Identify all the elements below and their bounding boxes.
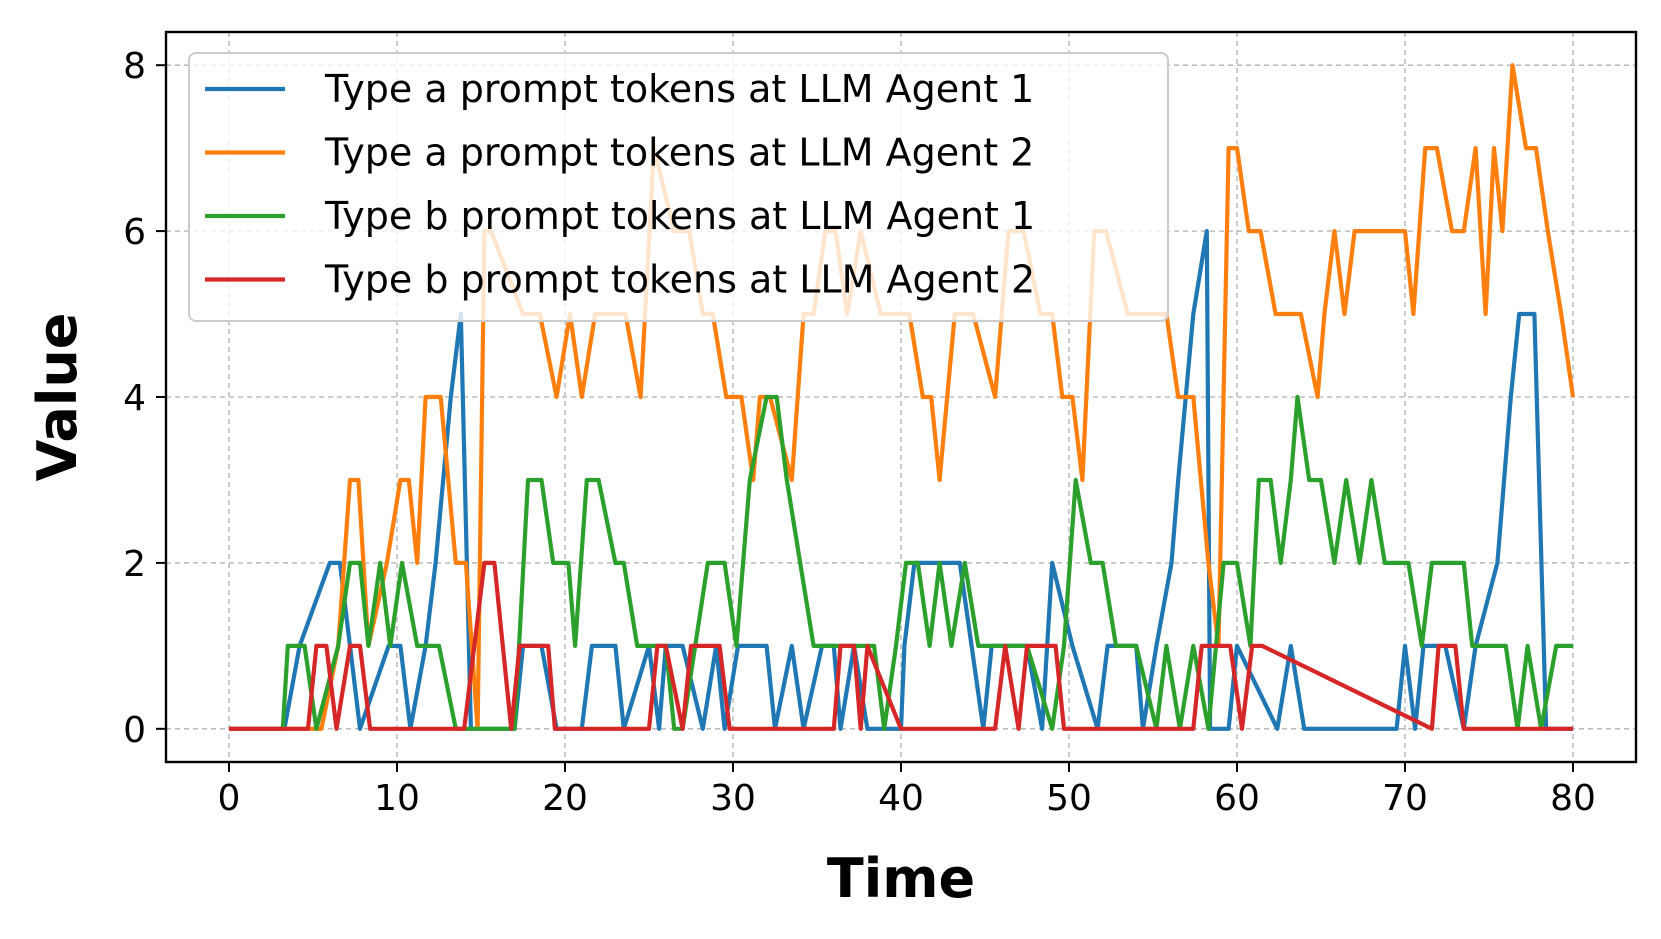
y-axis: 0 2 4 6 8 <box>123 46 166 751</box>
x-tick-label: 80 <box>1550 778 1596 819</box>
x-tick-label: 60 <box>1214 778 1260 819</box>
x-tick-label: 40 <box>878 778 924 819</box>
x-tick-label: 50 <box>1046 778 1092 819</box>
x-tick-label: 0 <box>218 778 241 819</box>
x-axis: 0 10 20 30 40 50 60 70 80 <box>218 762 1596 819</box>
legend-label-3: Type b prompt tokens at LLM Agent 1 <box>324 194 1035 238</box>
legend: Type a prompt tokens at LLM Agent 1 Type … <box>188 52 1169 322</box>
legend-label-4: Type b prompt tokens at LLM Agent 2 <box>324 258 1035 302</box>
x-axis-title: Time <box>827 847 975 910</box>
y-tick-label: 0 <box>123 710 146 751</box>
x-tick-label: 20 <box>542 778 588 819</box>
x-tick-label: 10 <box>374 778 420 819</box>
series-line-3 <box>229 394 1573 731</box>
y-tick-label: 6 <box>123 212 146 253</box>
y-tick-label: 8 <box>123 46 146 87</box>
x-tick-label: 70 <box>1382 778 1428 819</box>
x-tick-label: 30 <box>710 778 756 819</box>
y-tick-label: 2 <box>123 544 146 585</box>
legend-label-1: Type a prompt tokens at LLM Agent 1 <box>324 67 1034 111</box>
y-axis-title: Value <box>26 313 89 482</box>
legend-label-2: Type a prompt tokens at LLM Agent 2 <box>324 131 1034 175</box>
legend-box <box>188 52 1169 322</box>
y-tick-label: 4 <box>123 378 146 419</box>
series-line-4 <box>229 560 1573 731</box>
